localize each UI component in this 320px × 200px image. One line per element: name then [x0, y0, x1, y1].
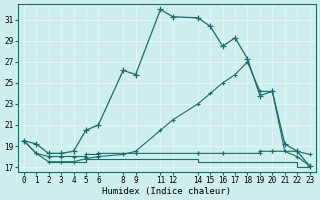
X-axis label: Humidex (Indice chaleur): Humidex (Indice chaleur): [102, 187, 231, 196]
